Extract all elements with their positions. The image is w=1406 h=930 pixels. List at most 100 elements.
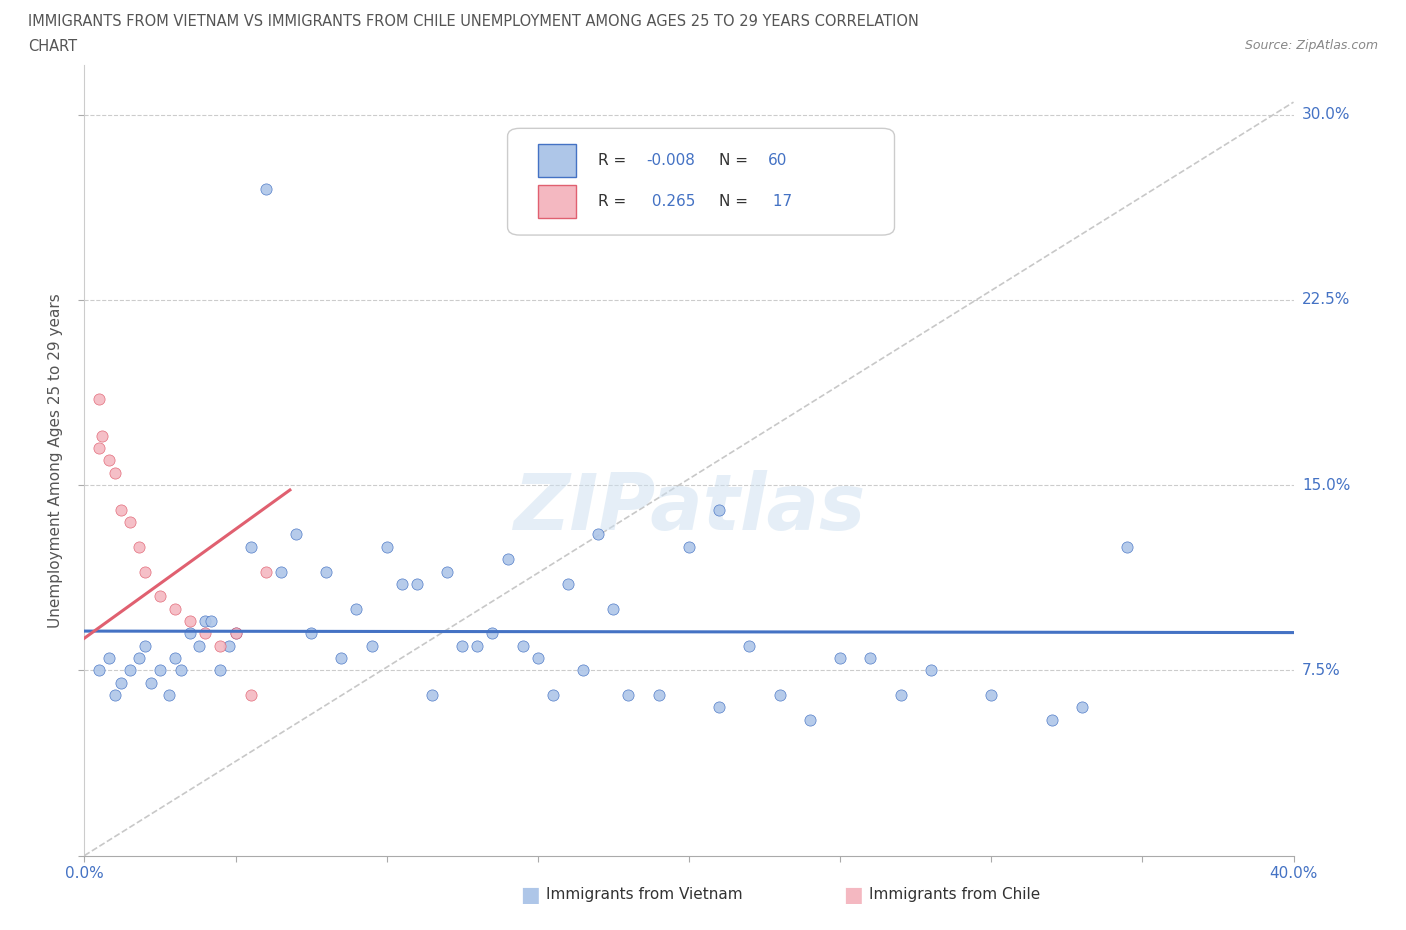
- Y-axis label: Unemployment Among Ages 25 to 29 years: Unemployment Among Ages 25 to 29 years: [48, 293, 63, 628]
- Point: [799, 712, 821, 727]
- Point: [104, 687, 127, 702]
- Point: [346, 601, 368, 616]
- Point: [91, 428, 114, 443]
- FancyBboxPatch shape: [508, 128, 894, 235]
- Point: [225, 626, 247, 641]
- Text: -0.008: -0.008: [647, 153, 696, 168]
- Point: [118, 663, 141, 678]
- Text: R =: R =: [599, 194, 631, 209]
- Point: [165, 601, 187, 616]
- Point: [602, 601, 624, 616]
- Point: [496, 551, 519, 566]
- Point: [285, 527, 308, 542]
- Point: [360, 638, 382, 653]
- Point: [617, 687, 640, 702]
- Point: [128, 539, 150, 554]
- Point: [315, 565, 337, 579]
- Text: 17: 17: [768, 194, 792, 209]
- Point: [239, 539, 262, 554]
- Text: IMMIGRANTS FROM VIETNAM VS IMMIGRANTS FROM CHILE UNEMPLOYMENT AMONG AGES 25 TO 2: IMMIGRANTS FROM VIETNAM VS IMMIGRANTS FR…: [28, 14, 920, 29]
- Point: [709, 502, 731, 517]
- Text: CHART: CHART: [28, 39, 77, 54]
- Text: 0.265: 0.265: [647, 194, 695, 209]
- Point: [110, 502, 132, 517]
- Text: ■: ■: [844, 884, 863, 905]
- Point: [89, 441, 111, 456]
- Point: [200, 614, 222, 629]
- Point: [179, 614, 201, 629]
- Point: [859, 651, 882, 666]
- Point: [149, 663, 172, 678]
- Point: [980, 687, 1002, 702]
- Point: [149, 589, 172, 604]
- Text: ZIPatlas: ZIPatlas: [513, 470, 865, 546]
- Text: Immigrants from Chile: Immigrants from Chile: [869, 887, 1040, 902]
- Point: [194, 614, 217, 629]
- Point: [1116, 539, 1139, 554]
- Point: [209, 663, 232, 678]
- Point: [299, 626, 322, 641]
- Point: [128, 651, 150, 666]
- Text: N =: N =: [720, 153, 754, 168]
- Point: [920, 663, 942, 678]
- Point: [890, 687, 912, 702]
- Point: [678, 539, 700, 554]
- Text: 7.5%: 7.5%: [1302, 663, 1340, 678]
- Text: 15.0%: 15.0%: [1302, 477, 1350, 493]
- Point: [451, 638, 474, 653]
- Point: [254, 181, 277, 196]
- Point: [254, 565, 277, 579]
- Point: [89, 392, 111, 406]
- FancyBboxPatch shape: [538, 185, 576, 218]
- Point: [541, 687, 564, 702]
- Point: [467, 638, 489, 653]
- Point: [527, 651, 550, 666]
- Point: [391, 577, 413, 591]
- Point: [188, 638, 211, 653]
- Point: [830, 651, 852, 666]
- Point: [134, 565, 156, 579]
- Point: [709, 700, 731, 715]
- Point: [648, 687, 671, 702]
- Point: [481, 626, 503, 641]
- Point: [179, 626, 201, 641]
- Point: [239, 687, 262, 702]
- Point: [139, 675, 162, 690]
- Text: 22.5%: 22.5%: [1302, 292, 1350, 307]
- Point: [110, 675, 132, 690]
- Point: [588, 527, 610, 542]
- Text: Immigrants from Vietnam: Immigrants from Vietnam: [546, 887, 742, 902]
- Point: [1071, 700, 1094, 715]
- Point: [134, 638, 156, 653]
- Point: [157, 687, 180, 702]
- Point: [209, 638, 232, 653]
- Text: ■: ■: [520, 884, 540, 905]
- Point: [420, 687, 443, 702]
- Point: [330, 651, 353, 666]
- Text: N =: N =: [720, 194, 754, 209]
- Point: [170, 663, 193, 678]
- Point: [557, 577, 579, 591]
- Point: [1040, 712, 1063, 727]
- Point: [97, 453, 120, 468]
- Point: [225, 626, 247, 641]
- Text: 30.0%: 30.0%: [1302, 107, 1350, 122]
- Point: [118, 514, 141, 529]
- FancyBboxPatch shape: [538, 144, 576, 177]
- Text: Source: ZipAtlas.com: Source: ZipAtlas.com: [1244, 39, 1378, 52]
- Point: [270, 565, 292, 579]
- Point: [194, 626, 217, 641]
- Text: 60: 60: [768, 153, 787, 168]
- Point: [89, 663, 111, 678]
- Point: [572, 663, 595, 678]
- Point: [436, 565, 458, 579]
- Point: [769, 687, 792, 702]
- Point: [375, 539, 398, 554]
- Point: [218, 638, 240, 653]
- Point: [104, 465, 127, 480]
- Point: [406, 577, 429, 591]
- Text: R =: R =: [599, 153, 631, 168]
- Point: [512, 638, 534, 653]
- Point: [165, 651, 187, 666]
- Point: [738, 638, 761, 653]
